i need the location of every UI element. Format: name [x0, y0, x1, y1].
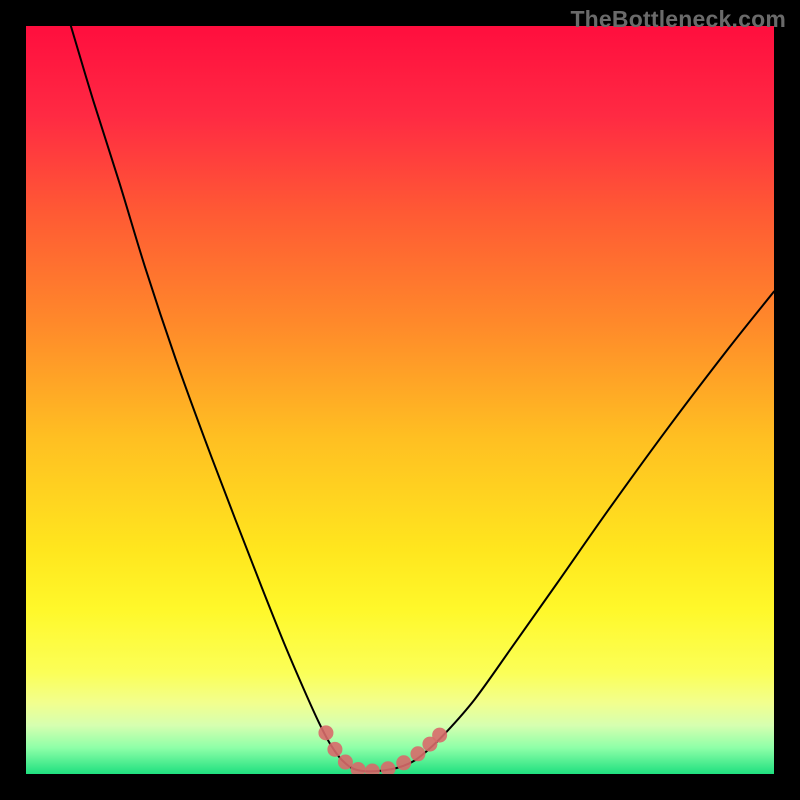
trough-marker: [432, 728, 447, 743]
trough-marker: [327, 742, 342, 757]
chart-stage: TheBottleneck.com: [0, 0, 800, 800]
bottleneck-chart: [0, 0, 800, 800]
trough-marker: [396, 755, 411, 770]
trough-marker: [318, 725, 333, 740]
trough-marker: [338, 755, 353, 770]
plot-background-gradient: [26, 26, 774, 774]
trough-marker: [410, 746, 425, 761]
